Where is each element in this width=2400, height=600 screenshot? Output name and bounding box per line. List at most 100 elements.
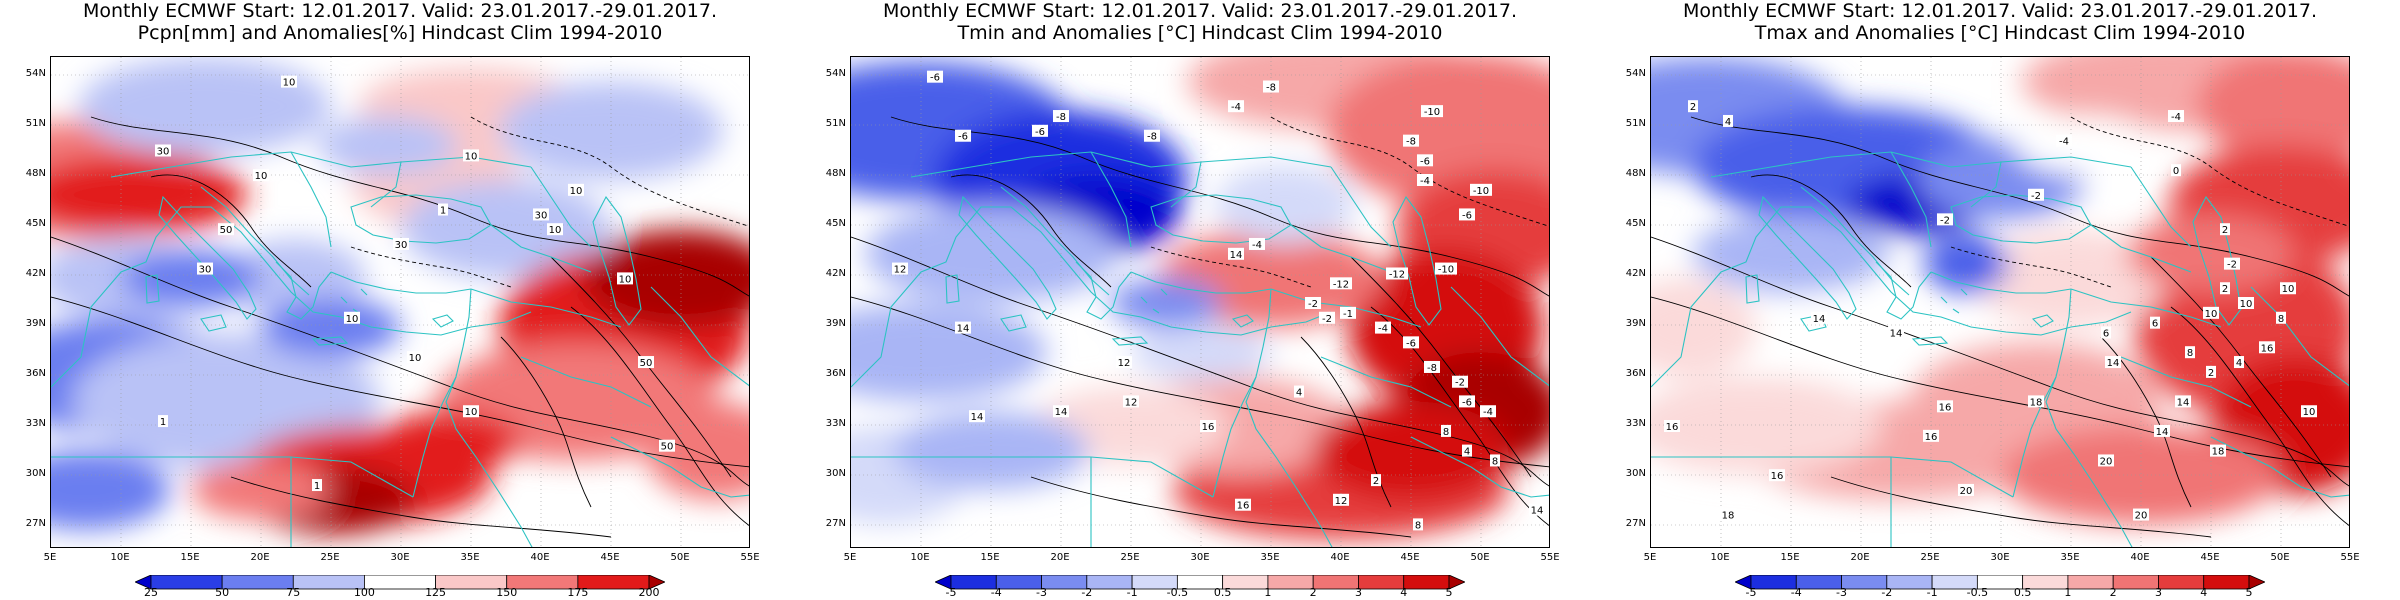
coastline	[1950, 194, 2092, 244]
contour-label: 10	[2303, 407, 2316, 418]
colorbar	[135, 575, 665, 590]
contour-line	[90, 116, 749, 297]
latitude-label: 36N	[25, 368, 46, 379]
colorbar-label: 200	[638, 586, 660, 599]
anomaly-region	[79, 57, 331, 156]
coastline	[1890, 151, 1932, 248]
colorbar-label: 75	[286, 586, 301, 599]
coastline	[1130, 271, 1272, 294]
coastline	[1212, 376, 1257, 498]
longitude-label: 45E	[1400, 552, 1420, 563]
latitude-label: 27N	[1625, 518, 1646, 529]
latitude-label: 51N	[825, 118, 846, 129]
contour-label: 18	[2030, 397, 2043, 408]
longitude-label: 15E	[1780, 552, 1800, 563]
colorbar-label: 100	[353, 586, 375, 599]
contour-label: 20	[2100, 456, 2113, 467]
coastline	[311, 336, 349, 346]
contour-label: 10	[549, 225, 562, 236]
coastline	[1170, 161, 1202, 208]
contour-label: 14	[1813, 314, 1826, 325]
coastline	[2031, 314, 2054, 328]
contour-label: -4	[1252, 240, 1262, 251]
contour-line	[500, 336, 592, 508]
contour-label: -10	[1438, 265, 1454, 276]
coastline	[2130, 166, 2192, 248]
colorbar-label: -4	[1790, 586, 1802, 599]
contour-label: -2	[1940, 215, 1950, 226]
contour-label: 20	[1960, 486, 1973, 497]
coastline	[1940, 288, 1968, 314]
latitude-label: 39N	[825, 318, 846, 329]
coastline	[1000, 314, 1027, 332]
latitude-label: 45N	[1625, 218, 1646, 229]
contour-label: 30	[157, 146, 170, 157]
colorbar-segment	[2248, 575, 2265, 590]
coastline	[1911, 336, 1949, 346]
coastline	[2250, 286, 2349, 387]
contour-label: -8	[1266, 83, 1276, 94]
panel-tmax: Monthly ECMWF Start: 12.01.2017. Valid: …	[1600, 0, 2400, 600]
latitude-label: 48N	[825, 168, 846, 179]
latitude-label: 36N	[825, 368, 846, 379]
coastline	[1758, 195, 1857, 320]
anomaly-region	[1131, 322, 1271, 382]
latitude-label: 45N	[25, 218, 46, 229]
contour-label: -10	[1473, 186, 1489, 197]
longitude-label: 10E	[910, 552, 930, 563]
latitude-label: 51N	[1625, 118, 1646, 129]
climatology-contours	[1651, 116, 2349, 538]
colorbar-label: -5	[1745, 586, 1757, 599]
coastline	[470, 288, 622, 328]
contour-line	[1030, 476, 1412, 538]
coastline	[51, 206, 532, 388]
contour-line	[2070, 116, 2349, 227]
anomaly-region	[893, 411, 1089, 490]
contour-label: -4	[1231, 102, 1241, 113]
coastline	[1330, 166, 1392, 248]
contour-label: -2	[1455, 378, 1465, 389]
contour-label: 10	[255, 171, 268, 182]
colorbar	[1735, 575, 2265, 590]
coastline	[530, 166, 592, 248]
coastline	[445, 288, 533, 547]
coastline	[610, 436, 749, 498]
latitude-label: 30N	[25, 468, 46, 479]
contour-label: 6	[2103, 329, 2109, 340]
colorbar-label: 5	[2245, 586, 2253, 599]
coastline	[1875, 261, 1932, 320]
anomaly-map: 2 4 -2 -4 -4 -2 0 2 -2 6 10 14 14 16 18 14 16 16 20 20 18 16 1…	[1651, 57, 2349, 547]
anomaly-region	[583, 229, 749, 328]
coastline	[2120, 356, 2252, 408]
longitude-label: 40E	[530, 552, 550, 563]
coastline	[145, 274, 160, 304]
coastlines	[1651, 151, 2349, 547]
contour-label: 16	[1771, 471, 1784, 482]
contour-line	[470, 116, 749, 227]
contour-label: 10	[2240, 299, 2253, 310]
coastline	[1320, 356, 1452, 408]
anomaly-region	[401, 180, 611, 279]
colorbar-label: 4	[2200, 586, 2208, 599]
contour-label: -6	[1462, 210, 1472, 221]
coastline	[1231, 314, 1254, 328]
contour-label: -6	[930, 73, 940, 84]
coastline	[330, 271, 472, 294]
contour-label: 10	[2205, 309, 2218, 320]
contour-label: 10	[570, 186, 583, 197]
contour-label: 12	[894, 265, 907, 276]
latitude-label: 48N	[1625, 168, 1646, 179]
coastline	[958, 195, 1057, 320]
anomaly-region	[1651, 278, 1756, 377]
contour-label: 18	[1722, 511, 1735, 522]
contour-line	[51, 296, 749, 468]
contour-label: 12	[1118, 358, 1131, 369]
coastline	[412, 376, 457, 498]
anomaly-region	[2015, 116, 2155, 176]
latitude-label: 42N	[25, 268, 46, 279]
latitude-label: 42N	[825, 268, 846, 279]
contour-line	[1750, 174, 1912, 288]
colorbar-label: 2	[1309, 586, 1317, 599]
longitude-label: 30E	[390, 552, 410, 563]
